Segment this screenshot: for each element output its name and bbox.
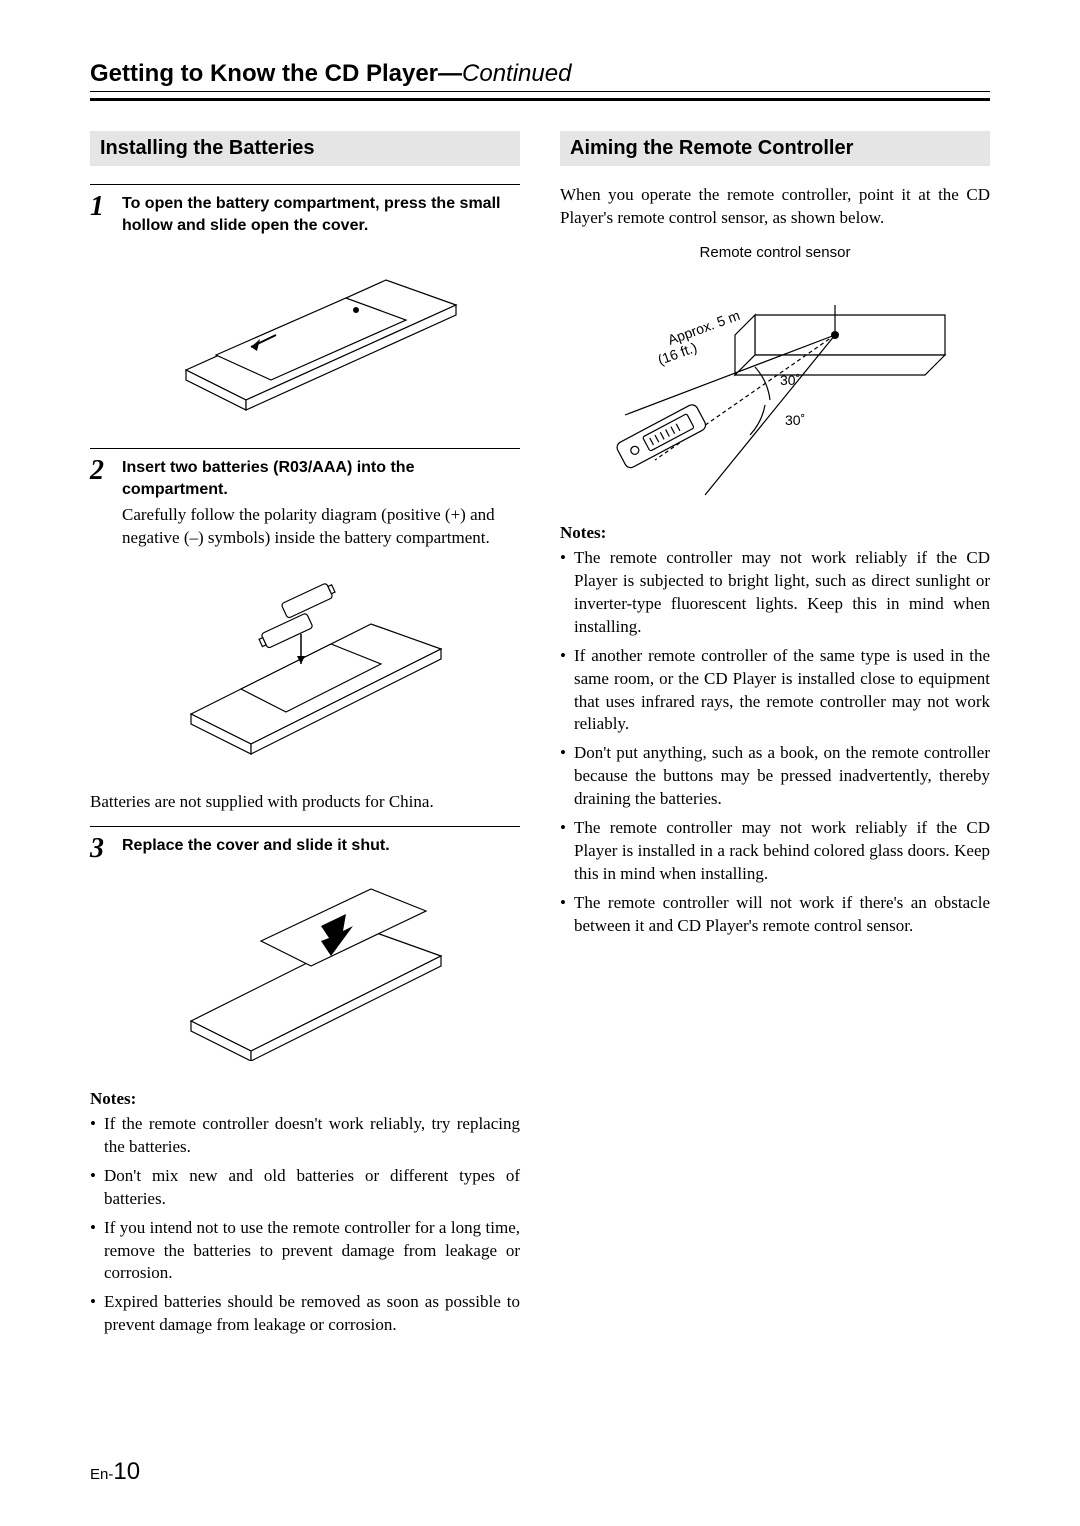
note-item: Expired batteries should be removed as s… xyxy=(90,1291,520,1337)
step-body-3: Replace the cover and slide it shut. xyxy=(122,835,520,1071)
notes-list-left: If the remote controller doesn't work re… xyxy=(90,1113,520,1337)
step-num-2: 2 xyxy=(90,457,112,774)
note-item: Don't put anything, such as a book, on t… xyxy=(560,742,990,811)
notes-heading-right: Notes: xyxy=(560,523,990,543)
page-title-dash: — xyxy=(438,60,462,87)
section-heading-batteries: Installing the Batteries xyxy=(90,131,520,166)
step-3: 3 Replace the cover and slide it shut. xyxy=(90,826,520,1071)
notes-heading-left: Notes: xyxy=(90,1089,520,1109)
note-item: If another remote controller of the same… xyxy=(560,645,990,737)
note-item: The remote controller may not work relia… xyxy=(560,547,990,639)
left-column: Installing the Batteries 1 To open the b… xyxy=(90,131,520,1343)
step-body-1: To open the battery compartment, press t… xyxy=(122,193,520,430)
figure-aiming-diagram: Approx. 5 m (16 ft.) 30˚ 30˚ xyxy=(585,275,965,505)
page-number-prefix: En- xyxy=(90,1466,113,1483)
note-item: The remote controller may not work relia… xyxy=(560,817,990,886)
note-item: If you intend not to use the remote cont… xyxy=(90,1217,520,1286)
figure-step1-remote xyxy=(156,250,486,420)
figure-caption-sensor: Remote control sensor xyxy=(560,244,990,261)
step-title-1: To open the battery compartment, press t… xyxy=(122,193,520,236)
page-header-inner: Getting to Know the CD Player—Continued xyxy=(90,60,990,92)
note-item: The remote controller will not work if t… xyxy=(560,892,990,938)
step-body-2: Insert two batteries (R03/AAA) into the … xyxy=(122,457,520,774)
note-item: Don't mix new and old batteries or diffe… xyxy=(90,1165,520,1211)
figure-step3-cover xyxy=(171,871,471,1061)
step-num-3: 3 xyxy=(90,835,112,1071)
step-2: 2 Insert two batteries (R03/AAA) into th… xyxy=(90,448,520,774)
china-note: Batteries are not supplied with products… xyxy=(90,792,520,812)
figure-step2-batteries xyxy=(171,564,471,764)
page-title: Getting to Know the CD Player—Continued xyxy=(90,60,571,87)
notes-list-right: The remote controller may not work relia… xyxy=(560,547,990,938)
right-column: Aiming the Remote Controller When you op… xyxy=(560,131,990,1343)
page-header: Getting to Know the CD Player—Continued xyxy=(90,60,990,101)
angle-bottom: 30˚ xyxy=(785,412,805,428)
range-text: Approx. 5 m xyxy=(666,307,742,348)
step-title-2: Insert two batteries (R03/AAA) into the … xyxy=(122,457,520,500)
aiming-intro: When you operate the remote controller, … xyxy=(560,184,990,230)
page-number: En-10 xyxy=(90,1458,140,1486)
page-title-main: Getting to Know the CD Player xyxy=(90,60,438,87)
step-title-3: Replace the cover and slide it shut. xyxy=(122,835,520,857)
step-desc-2: Carefully follow the polarity diagram (p… xyxy=(122,504,520,550)
note-item: If the remote controller doesn't work re… xyxy=(90,1113,520,1159)
step-1: 1 To open the battery compartment, press… xyxy=(90,184,520,430)
angle-top: 30˚ xyxy=(780,372,800,388)
section-heading-aiming: Aiming the Remote Controller xyxy=(560,131,990,166)
step-num-1: 1 xyxy=(90,193,112,430)
content-columns: Installing the Batteries 1 To open the b… xyxy=(90,131,990,1343)
page-number-value: 10 xyxy=(113,1458,140,1485)
page-title-continued: Continued xyxy=(462,60,571,87)
